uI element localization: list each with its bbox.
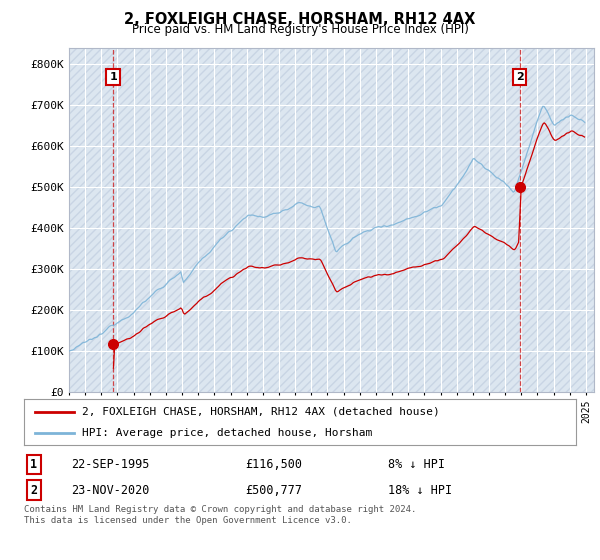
Text: £116,500: £116,500 [245,458,302,471]
Text: 18% ↓ HPI: 18% ↓ HPI [388,484,452,497]
Text: HPI: Average price, detached house, Horsham: HPI: Average price, detached house, Hors… [82,428,372,438]
Text: 23-NOV-2020: 23-NOV-2020 [71,484,149,497]
Text: 8% ↓ HPI: 8% ↓ HPI [388,458,445,471]
Text: 1: 1 [109,72,117,82]
Text: 22-SEP-1995: 22-SEP-1995 [71,458,149,471]
Text: 2: 2 [516,72,524,82]
Text: 2, FOXLEIGH CHASE, HORSHAM, RH12 4AX: 2, FOXLEIGH CHASE, HORSHAM, RH12 4AX [124,12,476,27]
Text: Price paid vs. HM Land Registry's House Price Index (HPI): Price paid vs. HM Land Registry's House … [131,23,469,36]
Text: £500,777: £500,777 [245,484,302,497]
Text: 1: 1 [31,458,37,471]
Text: 2: 2 [31,484,37,497]
Text: 2, FOXLEIGH CHASE, HORSHAM, RH12 4AX (detached house): 2, FOXLEIGH CHASE, HORSHAM, RH12 4AX (de… [82,407,440,417]
Text: Contains HM Land Registry data © Crown copyright and database right 2024.
This d: Contains HM Land Registry data © Crown c… [24,506,416,525]
